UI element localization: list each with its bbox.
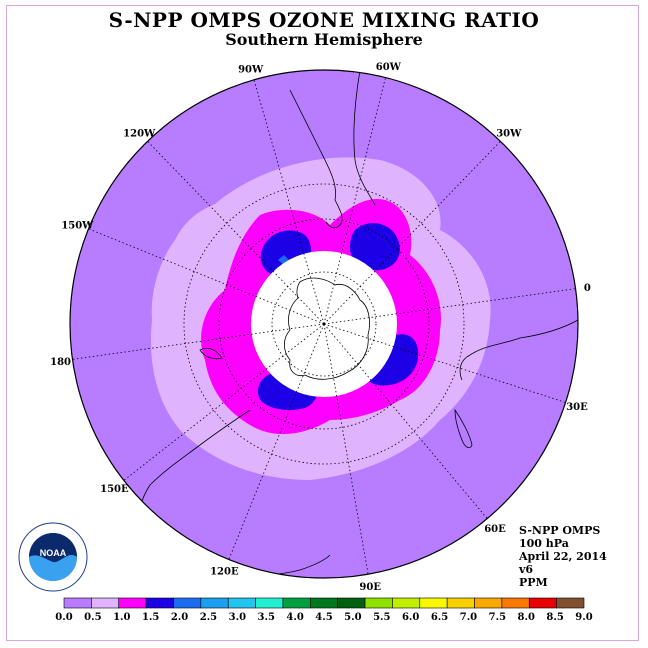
colorbar-swatch <box>255 597 284 609</box>
colorbar-swatch <box>310 597 338 609</box>
info-level: 100 hPa <box>519 537 569 550</box>
colorbar-tick-label: 3.0 <box>229 612 246 623</box>
colorbar-swatch <box>91 597 120 609</box>
colorbar-tick-label: 7.5 <box>489 612 506 623</box>
colorbar-tick-label: 6.0 <box>402 612 419 623</box>
colorbar-swatch <box>337 597 366 609</box>
longitude-label-0: 0 <box>584 283 591 294</box>
info-instrument: S-NPP OMPS <box>519 524 601 537</box>
colorbar-tick-label: 1.5 <box>142 612 159 623</box>
colorbar-tick-label: 3.5 <box>258 612 275 623</box>
longitude-label-90w: 90W <box>238 64 264 75</box>
longitude-label-150w: 150W <box>61 220 94 231</box>
south-pole-marker <box>322 322 326 326</box>
colorbar-tick-label: 7.0 <box>460 612 477 623</box>
colorbar-swatch <box>145 597 174 609</box>
south-america-east-coastline <box>353 70 376 206</box>
product-info: S-NPP OMPS 100 hPa April 22, 2014 v6 PPM <box>519 524 607 589</box>
noaa-logo-text: NOAA <box>40 548 67 558</box>
colorbar-tick-label: 1.0 <box>113 612 130 623</box>
madagascar-coastline <box>454 408 473 449</box>
info-date: April 22, 2014 <box>519 550 607 563</box>
ozone-blob-1-5-b <box>350 223 400 271</box>
colorbar-swatch <box>173 597 202 609</box>
colorbar-tick-label: 0.5 <box>84 612 101 623</box>
colorbar-swatch <box>474 597 503 609</box>
colorbar-tick-label: 8.5 <box>546 612 563 623</box>
colorbar-tick-label: 2.0 <box>171 612 188 623</box>
info-version: v6 <box>519 563 534 576</box>
colorbar-swatch <box>392 597 421 609</box>
longitude-label-30w: 30W <box>496 129 522 140</box>
longitude-label-60w: 60W <box>376 62 402 73</box>
map-title: S-NPP OMPS OZONE MIXING RATIO <box>108 8 540 32</box>
colorbar-tick-label: 6.5 <box>431 612 448 623</box>
colorbar-tick-label: 2.5 <box>200 612 217 623</box>
new-zealand-coastline <box>199 347 223 360</box>
colorbar-swatch <box>63 597 92 609</box>
colorbar-swatch <box>118 597 147 609</box>
colorbar-tick-label: 9.0 <box>575 612 592 623</box>
colorbar-tick-label: 8.0 <box>518 612 535 623</box>
colorbar-swatch <box>364 597 393 609</box>
longitude-label-30e: 30E <box>566 402 588 413</box>
antarctica-coastline <box>283 277 370 380</box>
colorbar-tick-label: 4.0 <box>286 612 303 623</box>
colorbar-swatch <box>501 597 530 609</box>
latitude-circle-75s <box>271 271 377 377</box>
colorbar-swatch <box>200 597 229 609</box>
longitude-label-120e: 120E <box>210 567 239 578</box>
map-boundary <box>69 69 579 579</box>
figure-frame <box>6 5 639 641</box>
latitude-circle-60s <box>218 218 430 430</box>
noaa-logo: NOAA <box>18 522 88 592</box>
colorbar-tick-label: 5.5 <box>373 612 390 623</box>
longitude-labels: 90W 60W 30W 0 30E 60E 90E 120E 150E 180 150W 120W <box>50 62 591 593</box>
latitude-circle-45s <box>183 183 465 465</box>
info-units: PPM <box>519 576 548 589</box>
colorbar-swatch <box>227 597 256 609</box>
map-subtitle: Southern Hemisphere <box>225 30 423 49</box>
colorbar-swatch <box>556 597 585 609</box>
colorbar-tick-label: 4.5 <box>315 612 332 623</box>
africa-coastline <box>459 319 578 381</box>
colorbar-swatch <box>446 597 475 609</box>
longitude-label-90e: 90E <box>359 582 381 593</box>
colorbar-tick-label: 0.0 <box>55 612 72 623</box>
longitude-label-180: 180 <box>50 357 71 368</box>
colorbar-swatch <box>419 597 448 609</box>
colorbar-swatch <box>528 597 557 609</box>
longitude-label-60e: 60E <box>484 524 506 535</box>
longitude-label-150e: 150E <box>100 484 129 495</box>
longitude-label-120w: 120W <box>123 129 156 140</box>
south-america-coastline <box>289 89 343 229</box>
colorbar-swatch <box>282 597 311 609</box>
colorbar-tick-label: 5.0 <box>344 612 361 623</box>
